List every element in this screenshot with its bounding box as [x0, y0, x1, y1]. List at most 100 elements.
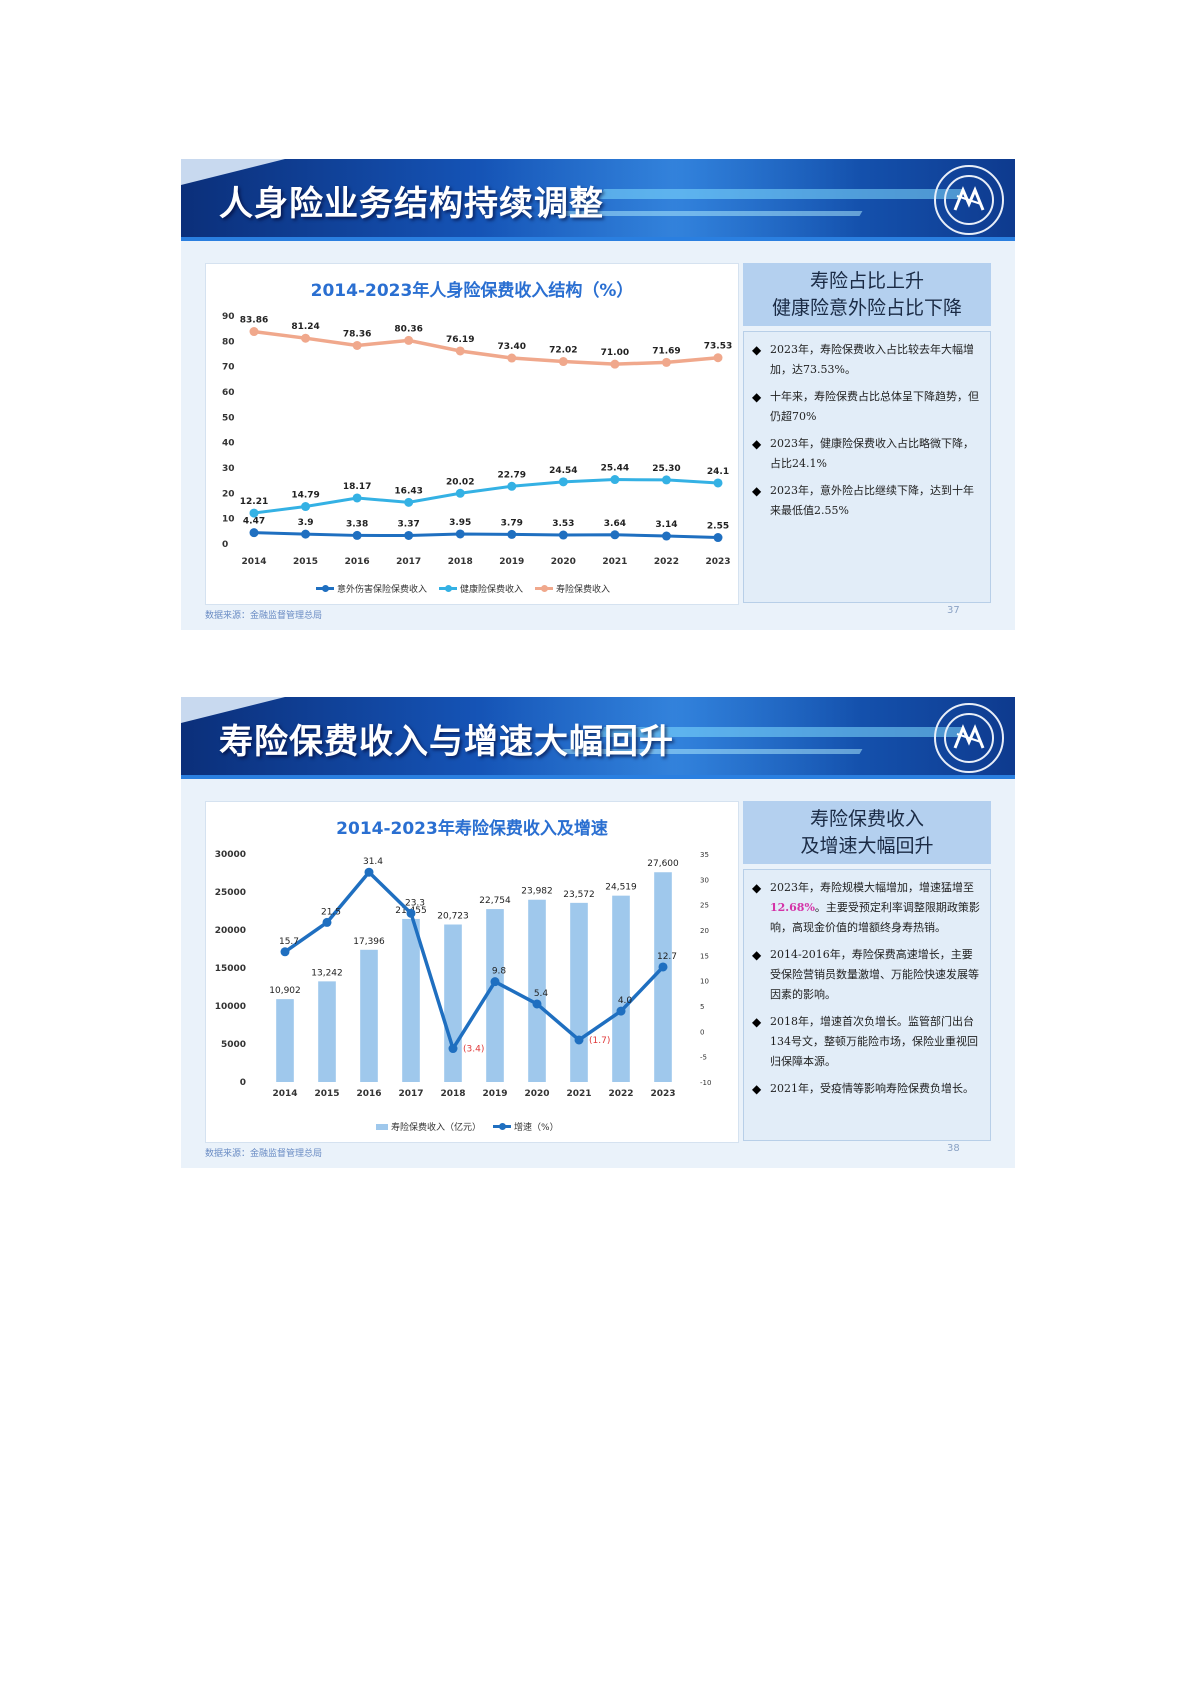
side-bullets: ◆ 2023年，寿险规模大幅增加，增速猛增至 12.68%。主要受预定利率调整限期政… [743, 869, 991, 1141]
bullet-text-pre: 2023年，寿险规模大幅增加，增速猛增至 [770, 881, 974, 894]
data-label: 12.21 [240, 497, 268, 507]
bullet-text: 十年来，寿险保费占比总体呈下降趋势，但仍超70% [770, 390, 979, 423]
chart-title: 2014-2023年寿险保费收入及增速 [336, 819, 608, 839]
data-label: 71.69 [652, 346, 680, 356]
legend-health: 健康险保费收入 [439, 582, 523, 595]
side-title-line2: 健康险意外险占比下降 [771, 296, 962, 319]
legend-life: 寿险保费收入 [535, 582, 610, 595]
data-point [507, 353, 517, 363]
x-tick-label: 2018 [440, 1089, 465, 1099]
y-left-tick-label: 5000 [221, 1040, 246, 1050]
y-left-tick-label: 10000 [215, 1002, 246, 1012]
side-title: 寿险占比上升 健康险意外险占比下降 [743, 263, 991, 326]
data-label: 3.14 [655, 520, 677, 530]
diamond-bullet-icon: ◆ [752, 948, 762, 962]
series-line-1 [253, 478, 719, 515]
y-right-tick-label: 10 [700, 978, 709, 986]
data-label: 3.37 [398, 519, 420, 529]
data-point [404, 530, 414, 540]
growth-point [574, 1035, 584, 1045]
premium-bar [276, 999, 294, 1082]
x-tick-label: 2021 [566, 1089, 591, 1099]
x-tick-label: 2023 [705, 557, 730, 567]
data-point [404, 497, 414, 507]
data-point [507, 481, 517, 491]
bar-value-label: 17,396 [353, 937, 385, 947]
growth-value-label: (3.4) [463, 1045, 484, 1055]
growth-point [490, 977, 500, 987]
y-tick-label: 90 [222, 312, 235, 322]
data-label: 20.02 [446, 477, 474, 487]
legend-life-label: 寿险保费收入 [556, 585, 611, 595]
bar-value-label: 23,982 [521, 887, 553, 897]
page-number: 38 [947, 1143, 960, 1154]
legend-growth-label: 增速（%） [514, 1123, 559, 1133]
side-title-line1: 寿险保费收入 [809, 807, 924, 830]
data-point [404, 335, 414, 345]
bullet-item: ◆ 2023年，意外险占比继续下降，达到十年来最低值2.55% [752, 481, 982, 521]
x-tick-label: 2022 [654, 557, 679, 567]
data-label: 2.55 [707, 522, 729, 532]
growth-line [283, 869, 665, 1053]
data-label: 81.24 [291, 322, 319, 332]
growth-value-label: 31.4 [363, 857, 383, 867]
premium-bar [528, 899, 546, 1082]
data-point [301, 529, 311, 539]
growth-value-label: 12.7 [657, 952, 677, 962]
growth-point [616, 1006, 626, 1016]
side-bullets: ◆ 2023年，寿险保费收入占比较去年大幅增加，达73.53%。 ◆ 十年来，寿险保… [743, 331, 991, 603]
bullet-text: 2014-2016年，寿险保费高速增长，主要受保险营销员数量激增、万能险快速发展… [770, 948, 979, 1001]
y-right-tick-label: 25 [700, 902, 709, 910]
x-tick-label: 2016 [356, 1089, 381, 1099]
bullet-text-post: 。主要受预定利率调整限期政策影响，高现金价值的增额终身寿热销。 [770, 901, 980, 934]
x-tick-label: 2019 [499, 557, 524, 567]
chart-legend: 寿险保费收入（亿元） 增速（%） [376, 1120, 571, 1133]
x-tick-label: 2023 [650, 1089, 675, 1099]
x-tick-label: 2018 [448, 557, 473, 567]
series-line-2 [253, 329, 719, 366]
data-label: 24.54 [549, 466, 577, 476]
data-point [713, 478, 723, 488]
data-point [610, 359, 620, 369]
y-left-tick-label: 15000 [215, 964, 246, 974]
y-right-tick-label: 5 [700, 1003, 704, 1011]
x-tick-label: 2020 [524, 1089, 549, 1099]
y-right-tick-label: -10 [700, 1079, 711, 1087]
bar-value-label: 24,519 [605, 883, 637, 893]
premium-bar [444, 924, 462, 1082]
data-label: 16.43 [394, 486, 422, 496]
premium-bar [654, 872, 672, 1082]
diamond-bullet-icon: ◆ [752, 484, 762, 498]
data-label: 72.02 [549, 346, 577, 356]
data-label: 25.30 [652, 464, 680, 474]
data-label: 18.17 [343, 482, 371, 492]
bullet-text: 2021年，受疫情等影响寿险保费负增长。 [770, 1082, 974, 1095]
y-tick-label: 80 [222, 337, 235, 347]
y-right-tick-label: 0 [700, 1028, 704, 1036]
bullet-item: ◆ 2023年，健康险保费收入占比略微下降，占比24.1% [752, 434, 982, 474]
bullet-text: 2023年，意外险占比继续下降，达到十年来最低值2.55% [770, 484, 974, 517]
x-tick-label: 2016 [345, 557, 370, 567]
growth-point [406, 908, 416, 918]
data-source: 数据来源：金融监督管理总局 [205, 611, 323, 621]
association-logo-icon [934, 703, 1004, 773]
page-number: 37 [947, 605, 960, 616]
bullet-text: 2018年，增速首次负增长。监管部门出台134号文，整顿万能险市场，保险业重视回… [770, 1015, 978, 1068]
y-tick-label: 30 [222, 464, 235, 474]
side-title-line1: 寿险占比上升 [809, 269, 924, 292]
side-title: 寿险保费收入 及增速大幅回升 [743, 801, 991, 864]
data-label: 22.79 [498, 470, 526, 480]
bullet-item: ◆ 2018年，增速首次负增长。监管部门出台134号文，整顿万能险市场，保险业重视… [752, 1012, 982, 1072]
bullet-item: ◆ 2014-2016年，寿险保费高速增长，主要受保险营销员数量激增、万能险快速发… [752, 945, 982, 1005]
bullet-item: ◆ 2023年，寿险保费收入占比较去年大幅增加，达73.53%。 [752, 340, 982, 380]
data-source: 数据来源：金融监督管理总局 [205, 1149, 323, 1159]
data-point [352, 530, 362, 540]
data-label: 73.53 [704, 342, 732, 352]
data-point [455, 529, 465, 539]
data-point [455, 346, 465, 356]
diamond-bullet-icon: ◆ [752, 881, 762, 895]
x-tick-label: 2022 [608, 1089, 633, 1099]
bar-value-label: 13,242 [311, 968, 343, 978]
bar-value-label: 23,572 [563, 890, 595, 900]
bar-value-label: 22,754 [479, 896, 511, 906]
